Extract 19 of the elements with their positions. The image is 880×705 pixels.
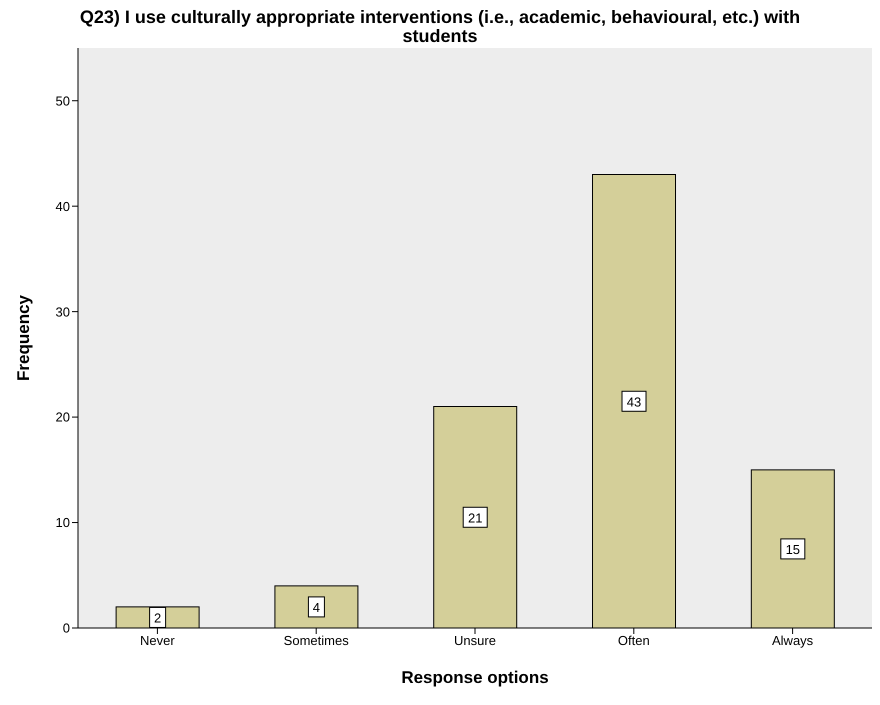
- y-tick-label: 50: [56, 93, 70, 108]
- y-axis-title: Frequency: [14, 294, 34, 381]
- y-tick-label: 0: [62, 620, 70, 636]
- x-tick-label: Sometimes: [284, 633, 350, 648]
- data-label: 21: [468, 510, 482, 526]
- x-tick-label: Never: [140, 633, 176, 648]
- x-tick-label: Often: [618, 633, 650, 648]
- data-label: 4: [312, 600, 320, 615]
- data-label: 2: [154, 610, 162, 626]
- data-label: 15: [786, 542, 800, 557]
- y-tick-label: 40: [56, 198, 70, 214]
- chart-title: Q23) I use culturally appropriate interventions (i.e., academic, behavioural, etc.) with students: [78, 7, 802, 48]
- y-tick-label: 20: [56, 410, 70, 425]
- x-tick-label: Always: [772, 633, 814, 648]
- data-label: 43: [626, 394, 642, 410]
- y-tick-label: 10: [56, 515, 70, 530]
- y-tick-label: 30: [56, 304, 70, 320]
- x-axis-title: Response options: [401, 668, 549, 687]
- x-tick-label: Unsure: [454, 633, 496, 648]
